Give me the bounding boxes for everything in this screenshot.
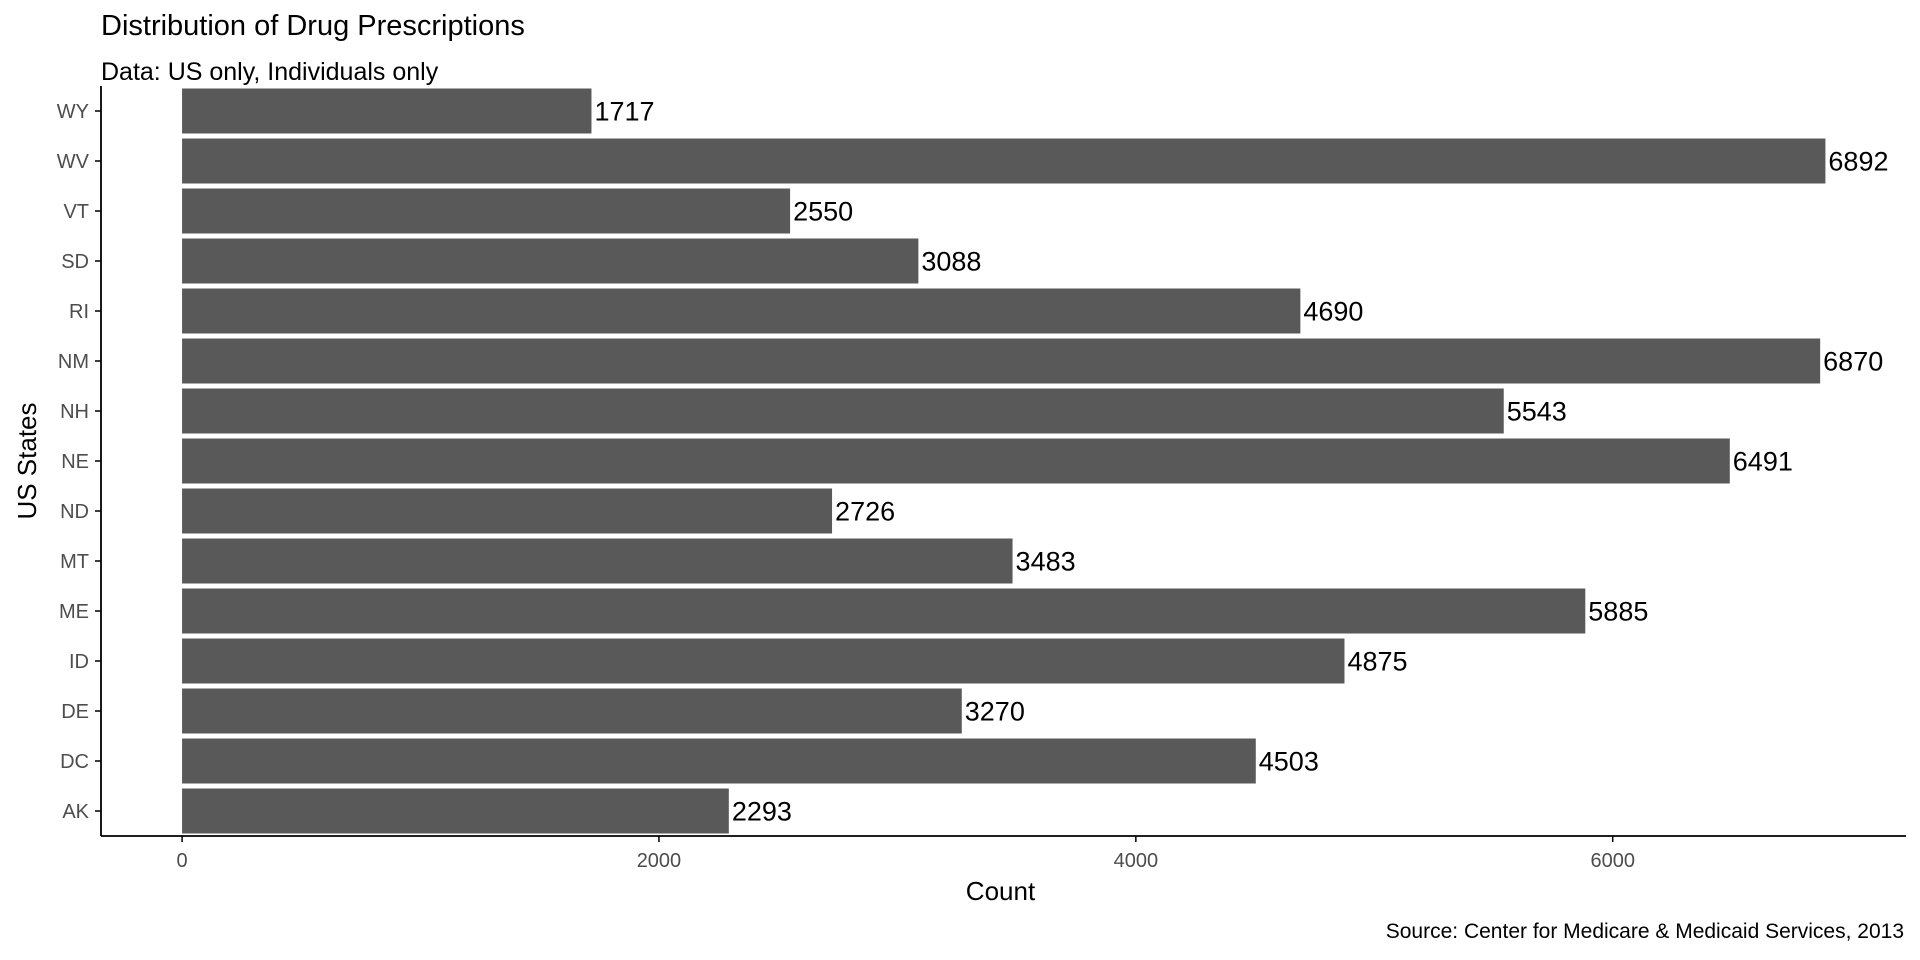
bar-ak xyxy=(182,788,729,834)
value-label-dc: 4503 xyxy=(1259,747,1319,777)
value-label-id: 4875 xyxy=(1347,647,1407,677)
value-label-sd: 3088 xyxy=(921,247,981,277)
y-tick-label-id: ID xyxy=(69,651,89,673)
y-tick-label-dc: DC xyxy=(60,751,89,773)
y-tick-label-wv: WV xyxy=(57,151,90,173)
bar-me xyxy=(182,588,1586,634)
chart-subtitle: Data: US only, Individuals only xyxy=(101,58,439,86)
x-tick-label-0: 0 xyxy=(177,850,188,872)
value-labels-layer: 2293 4503 3270 4875 5885 3483 2726 6491 5543 6870… xyxy=(594,97,1888,827)
x-tick-label-6000: 6000 xyxy=(1590,850,1635,872)
x-axis-ticks: 0 2000 4000 6000 xyxy=(177,836,1635,872)
value-label-nm: 6870 xyxy=(1823,347,1883,377)
value-label-me: 5885 xyxy=(1588,597,1648,627)
bar-mt xyxy=(182,538,1013,584)
value-label-wv: 6892 xyxy=(1828,147,1888,177)
bar-ne xyxy=(182,438,1730,484)
y-tick-label-nd: ND xyxy=(60,501,89,523)
y-tick-label-ne: NE xyxy=(61,451,89,473)
y-tick-label-sd: SD xyxy=(61,251,89,273)
y-tick-label-me: ME xyxy=(59,601,89,623)
bar-id xyxy=(182,638,1345,684)
y-tick-label-de: DE xyxy=(61,701,89,723)
bars-layer xyxy=(182,88,1826,834)
bar-ri xyxy=(182,288,1301,334)
value-label-nd: 2726 xyxy=(835,497,895,527)
value-label-ak: 2293 xyxy=(732,797,792,827)
value-label-wy: 1717 xyxy=(594,97,654,127)
bar-nd xyxy=(182,488,833,534)
value-label-de: 3270 xyxy=(965,697,1025,727)
y-tick-label-nh: NH xyxy=(60,401,89,423)
y-tick-label-wy: WY xyxy=(57,101,89,123)
y-axis-title: US States xyxy=(12,402,42,519)
chart-title: Distribution of Drug Prescriptions xyxy=(101,10,525,42)
bar-nh xyxy=(182,388,1504,434)
x-tick-label-2000: 2000 xyxy=(637,850,682,872)
y-tick-label-ak: AK xyxy=(62,801,89,823)
value-label-ne: 6491 xyxy=(1733,447,1793,477)
x-axis-title: Count xyxy=(966,876,1036,906)
bar-nm xyxy=(182,338,1821,384)
y-tick-label-ri: RI xyxy=(69,301,89,323)
bar-de xyxy=(182,688,962,734)
bar-sd xyxy=(182,238,919,284)
bar-wv xyxy=(182,138,1826,184)
y-tick-label-mt: MT xyxy=(60,551,89,573)
bar-wy xyxy=(182,88,592,134)
chart-caption: Source: Center for Medicare & Medicaid S… xyxy=(1385,920,1904,943)
x-tick-label-4000: 4000 xyxy=(1114,850,1159,872)
value-label-ri: 4690 xyxy=(1303,297,1363,327)
y-axis-ticks: AK DC DE ID ME MT ND NE NH NM RI SD VT WV WY xyxy=(57,101,101,823)
value-label-mt: 3483 xyxy=(1016,547,1076,577)
bar-vt xyxy=(182,188,791,234)
y-tick-label-nm: NM xyxy=(58,351,89,373)
value-label-nh: 5543 xyxy=(1507,397,1567,427)
y-tick-label-vt: VT xyxy=(63,201,89,223)
bar-dc xyxy=(182,738,1256,784)
value-label-vt: 2550 xyxy=(793,197,853,227)
